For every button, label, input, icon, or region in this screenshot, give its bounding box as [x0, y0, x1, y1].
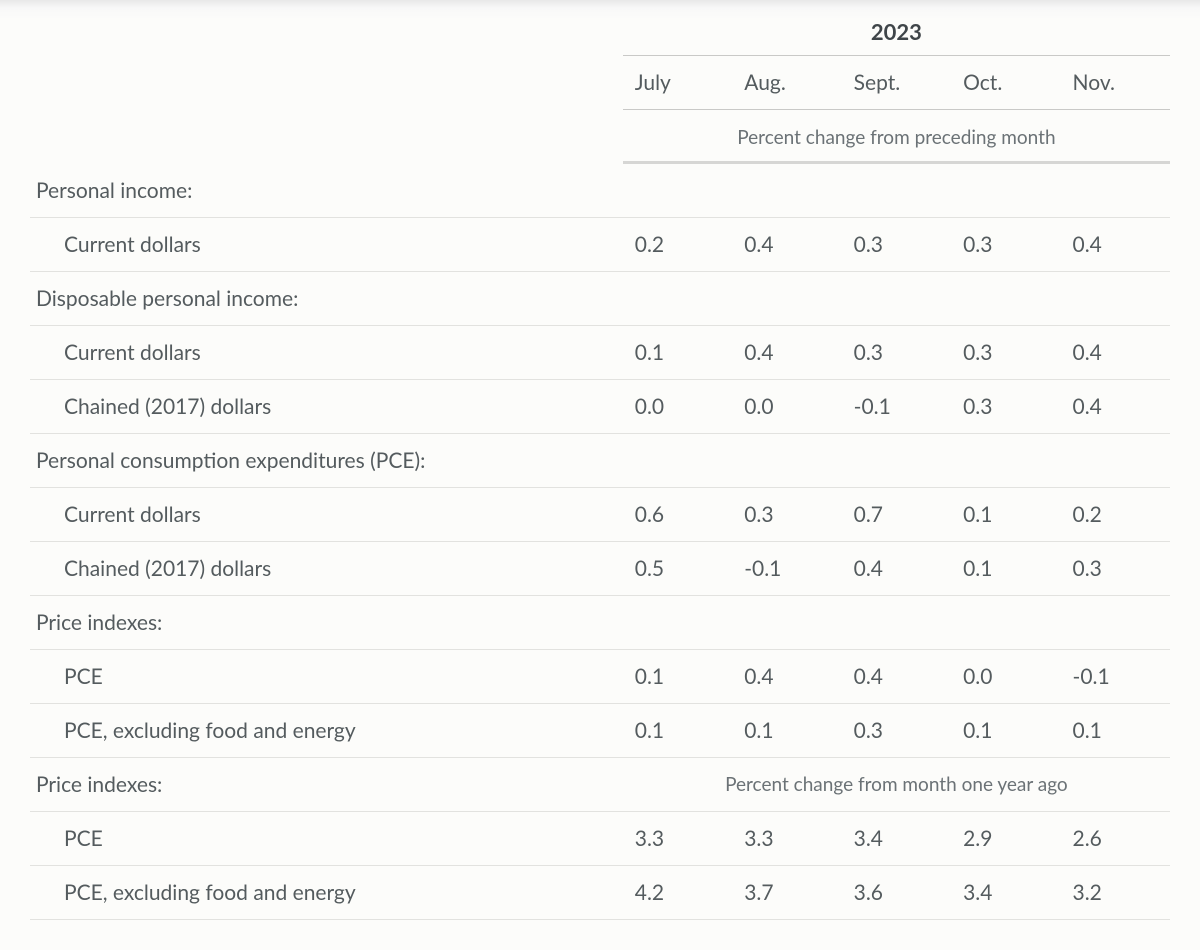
cell-value: 0.3 — [1061, 542, 1170, 596]
cell-value: 3.6 — [842, 866, 951, 920]
cell-value: 0.1 — [951, 704, 1060, 758]
cell-value: 0.1 — [951, 488, 1060, 542]
cell-value: 0.7 — [842, 488, 951, 542]
table-row: Current dollars 0.1 0.4 0.3 0.3 0.4 — [30, 326, 1170, 380]
cell-value: 0.4 — [732, 326, 841, 380]
month-header-july: July — [623, 56, 732, 110]
cell-value: 0.0 — [951, 650, 1060, 704]
row-label: PCE, excluding food and energy — [30, 704, 623, 758]
month-header-nov: Nov. — [1061, 56, 1170, 110]
cell-value: 0.4 — [1061, 218, 1170, 272]
month-header-aug: Aug. — [732, 56, 841, 110]
cell-value: 0.2 — [1061, 488, 1170, 542]
table-row: Current dollars 0.2 0.4 0.3 0.3 0.4 — [30, 218, 1170, 272]
cell-value: 0.4 — [842, 542, 951, 596]
section-label: Price indexes: — [30, 758, 623, 812]
year-header: 2023 — [623, 0, 1170, 56]
row-label: Current dollars — [30, 488, 623, 542]
table-row: PCE, excluding food and energy 0.1 0.1 0… — [30, 704, 1170, 758]
table-row: PCE 0.1 0.4 0.4 0.0 -0.1 — [30, 650, 1170, 704]
section-label: Price indexes: — [30, 596, 1170, 650]
row-label: Current dollars — [30, 326, 623, 380]
cell-value: 3.3 — [732, 812, 841, 866]
economic-data-table: 2023 July Aug. Sept. Oct. Nov. Percent c… — [30, 0, 1170, 920]
cell-value: 4.2 — [623, 866, 732, 920]
row-label: Current dollars — [30, 218, 623, 272]
table-row: Disposable personal income: — [30, 272, 1170, 326]
cell-value: 0.3 — [951, 218, 1060, 272]
cell-value: 3.4 — [842, 812, 951, 866]
cell-value: -0.1 — [1061, 650, 1170, 704]
cell-value: 0.1 — [623, 326, 732, 380]
table-row: Personal consumption expenditures (PCE): — [30, 434, 1170, 488]
row-label: PCE — [30, 650, 623, 704]
table-row: Price indexes: Percent change from month… — [30, 758, 1170, 812]
cell-value: 0.0 — [623, 380, 732, 434]
cell-value: 0.1 — [623, 650, 732, 704]
cell-value: 0.1 — [623, 704, 732, 758]
row-label: PCE — [30, 812, 623, 866]
cell-value: 0.3 — [951, 326, 1060, 380]
cell-value: 0.0 — [732, 380, 841, 434]
cell-value: 0.1 — [732, 704, 841, 758]
row-label: Chained (2017) dollars — [30, 380, 623, 434]
cell-value: 2.6 — [1061, 812, 1170, 866]
cell-value: 3.3 — [623, 812, 732, 866]
cell-value: 0.5 — [623, 542, 732, 596]
cell-value: 0.1 — [1061, 704, 1170, 758]
blank-header — [30, 0, 623, 56]
table-row: PCE, excluding food and energy 4.2 3.7 3… — [30, 866, 1170, 920]
cell-value: 0.1 — [951, 542, 1060, 596]
row-label: Chained (2017) dollars — [30, 542, 623, 596]
cell-value: 0.4 — [1061, 380, 1170, 434]
row-label: PCE, excluding food and energy — [30, 866, 623, 920]
cell-value: 0.4 — [1061, 326, 1170, 380]
table-body: Personal income: Current dollars 0.2 0.4… — [30, 163, 1170, 920]
month-header-oct: Oct. — [951, 56, 1060, 110]
cell-value: 0.3 — [732, 488, 841, 542]
subheader-year-ago: Percent change from month one year ago — [623, 758, 1170, 812]
cell-value: 0.4 — [732, 650, 841, 704]
cell-value: 0.3 — [842, 218, 951, 272]
cell-value: 0.3 — [842, 326, 951, 380]
table-row: Chained (2017) dollars 0.5 -0.1 0.4 0.1 … — [30, 542, 1170, 596]
table-row: Current dollars 0.6 0.3 0.7 0.1 0.2 — [30, 488, 1170, 542]
cell-value: 3.4 — [951, 866, 1060, 920]
section-label: Personal income: — [30, 163, 1170, 218]
cell-value: 3.2 — [1061, 866, 1170, 920]
table-row: Personal income: — [30, 163, 1170, 218]
month-header-sept: Sept. — [842, 56, 951, 110]
blank-header — [30, 56, 623, 110]
subheader-preceding-month: Percent change from preceding month — [623, 110, 1170, 163]
cell-value: -0.1 — [732, 542, 841, 596]
cell-value: 3.7 — [732, 866, 841, 920]
cell-value: 0.6 — [623, 488, 732, 542]
cell-value: 0.3 — [951, 380, 1060, 434]
table-row: Price indexes: — [30, 596, 1170, 650]
cell-value: 0.4 — [732, 218, 841, 272]
cell-value: 2.9 — [951, 812, 1060, 866]
table-row: PCE 3.3 3.3 3.4 2.9 2.6 — [30, 812, 1170, 866]
section-label: Disposable personal income: — [30, 272, 1170, 326]
cell-value: 0.4 — [842, 650, 951, 704]
cell-value: 0.2 — [623, 218, 732, 272]
section-label: Personal consumption expenditures (PCE): — [30, 434, 1170, 488]
cell-value: -0.1 — [842, 380, 951, 434]
cell-value: 0.3 — [842, 704, 951, 758]
blank-cell — [30, 110, 623, 163]
table-row: Chained (2017) dollars 0.0 0.0 -0.1 0.3 … — [30, 380, 1170, 434]
